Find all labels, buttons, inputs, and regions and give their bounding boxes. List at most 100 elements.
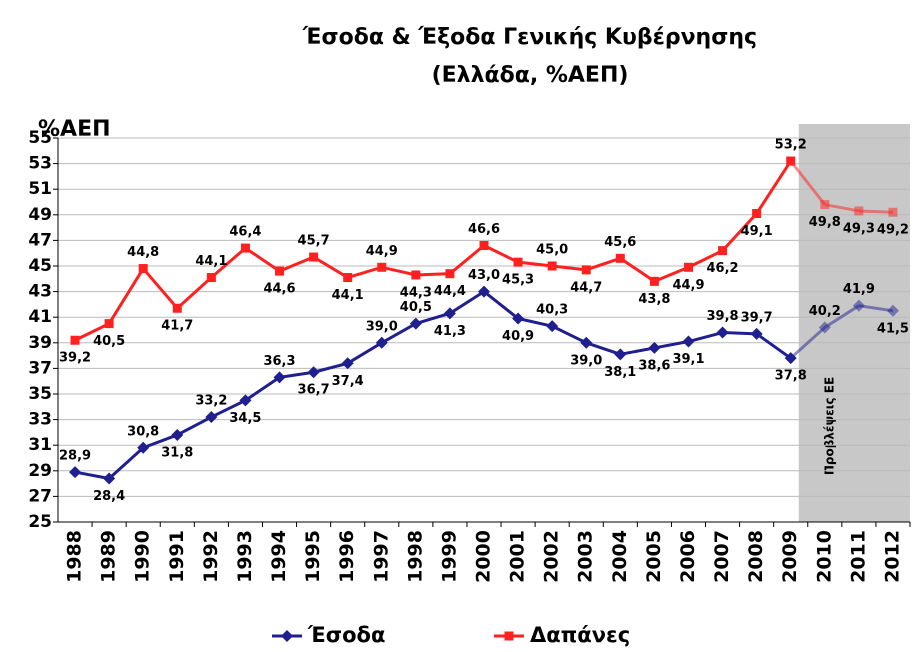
data-label: 45,3 xyxy=(502,273,534,288)
series-line-segment xyxy=(74,470,110,480)
series-line-segment xyxy=(279,370,314,379)
series-line-segment xyxy=(789,326,826,360)
data-label: 38,6 xyxy=(638,358,670,373)
x-tick-label: 1991 xyxy=(166,530,188,583)
marker xyxy=(377,262,387,272)
data-label: 49,8 xyxy=(809,215,841,230)
x-tick-label: 2008 xyxy=(745,530,767,583)
data-label: 41,9 xyxy=(843,282,875,297)
x-tick-label: 1994 xyxy=(268,530,290,583)
x-tick-label: 2001 xyxy=(507,530,529,583)
data-label: 43,8 xyxy=(638,292,670,307)
x-tick-label: 2009 xyxy=(779,530,801,583)
series-line-segment xyxy=(244,246,281,273)
data-label: 44,8 xyxy=(127,245,159,260)
series-line-segment xyxy=(858,209,894,214)
series-line-segment xyxy=(381,265,417,277)
marker xyxy=(750,327,763,340)
series-line-segment xyxy=(654,340,689,350)
x-tick-label: 1996 xyxy=(336,530,358,583)
marker xyxy=(818,321,831,334)
marker xyxy=(649,276,659,286)
x-tick-label: 2006 xyxy=(677,530,699,583)
data-label: 44,9 xyxy=(672,278,704,293)
marker xyxy=(580,336,593,349)
data-label: 39,7 xyxy=(741,310,773,325)
series-line-segment xyxy=(210,246,247,279)
y-tick-label: 37 xyxy=(28,358,52,378)
marker xyxy=(443,307,456,320)
data-label: 39,2 xyxy=(59,351,91,366)
data-label: 41,7 xyxy=(161,319,193,334)
series-line-segment xyxy=(381,322,417,345)
data-label: 43,0 xyxy=(468,268,500,283)
data-label: 44,3 xyxy=(400,285,432,300)
y-tick-label: 43 xyxy=(28,282,52,302)
series-line-segment xyxy=(755,332,792,360)
marker xyxy=(69,466,82,479)
legend-marker xyxy=(281,630,293,642)
x-tick-label: 1995 xyxy=(302,530,324,583)
data-label: 40,5 xyxy=(400,300,432,315)
y-tick-label: 45 xyxy=(28,256,52,276)
series-line-segment xyxy=(620,346,655,356)
data-label: 45,6 xyxy=(604,235,636,250)
data-label: 44,1 xyxy=(332,288,364,303)
marker xyxy=(409,317,422,330)
x-tick-label: 1988 xyxy=(64,530,86,583)
series-line-segment xyxy=(347,265,383,279)
series-line-segment xyxy=(824,203,860,213)
data-label: 33,2 xyxy=(195,394,227,409)
series-line-segment xyxy=(244,376,281,402)
series-line-segment xyxy=(449,290,485,315)
marker xyxy=(682,335,695,348)
data-label: 28,4 xyxy=(93,489,125,504)
marker xyxy=(752,209,762,219)
data-label: 39,0 xyxy=(366,319,398,334)
x-tick-label: 1990 xyxy=(132,530,154,583)
y-tick-label: 27 xyxy=(28,486,52,506)
marker xyxy=(512,312,525,325)
marker xyxy=(171,428,184,441)
data-label: 44,4 xyxy=(434,284,466,299)
x-tick-label: 1992 xyxy=(200,530,222,583)
data-label: 36,3 xyxy=(263,354,295,369)
x-tick-label: 2002 xyxy=(541,530,563,583)
marker xyxy=(172,303,182,313)
series-line-segment xyxy=(755,160,792,215)
y-tick-label: 39 xyxy=(28,333,52,353)
y-tick-label: 47 xyxy=(28,230,52,250)
marker xyxy=(615,253,625,263)
series-line-segment xyxy=(312,255,349,279)
series-line-segment xyxy=(653,265,690,283)
marker xyxy=(205,411,218,424)
series-line-segment xyxy=(517,260,553,268)
series-line-segment xyxy=(789,160,826,206)
y-tick-label: 29 xyxy=(28,461,52,481)
x-tick-label: 2004 xyxy=(609,530,631,583)
series-line-segment xyxy=(585,256,621,272)
marker xyxy=(273,371,286,384)
forecast-label: Προβλέψεις ΕΕ xyxy=(822,377,836,475)
data-label: 40,2 xyxy=(809,304,841,319)
marker xyxy=(343,273,353,283)
data-label: 44,6 xyxy=(263,282,295,297)
data-label: 30,8 xyxy=(127,424,159,439)
marker xyxy=(70,335,80,345)
data-label: 53,2 xyxy=(775,138,807,153)
y-tick-label: 51 xyxy=(28,179,52,199)
data-label: 44,7 xyxy=(570,280,602,295)
marker xyxy=(239,394,252,407)
data-label: 41,5 xyxy=(877,321,909,336)
series-line-segment xyxy=(278,255,315,273)
series-line-segment xyxy=(619,257,656,283)
marker xyxy=(341,357,354,370)
y-tick-label: 25 xyxy=(28,512,52,532)
data-label: 36,7 xyxy=(298,383,330,398)
series-line-segment xyxy=(551,264,587,272)
marker xyxy=(103,472,116,485)
x-tick-label: 1999 xyxy=(438,530,460,583)
data-label: 46,2 xyxy=(707,261,739,276)
data-label: 28,9 xyxy=(59,449,91,464)
